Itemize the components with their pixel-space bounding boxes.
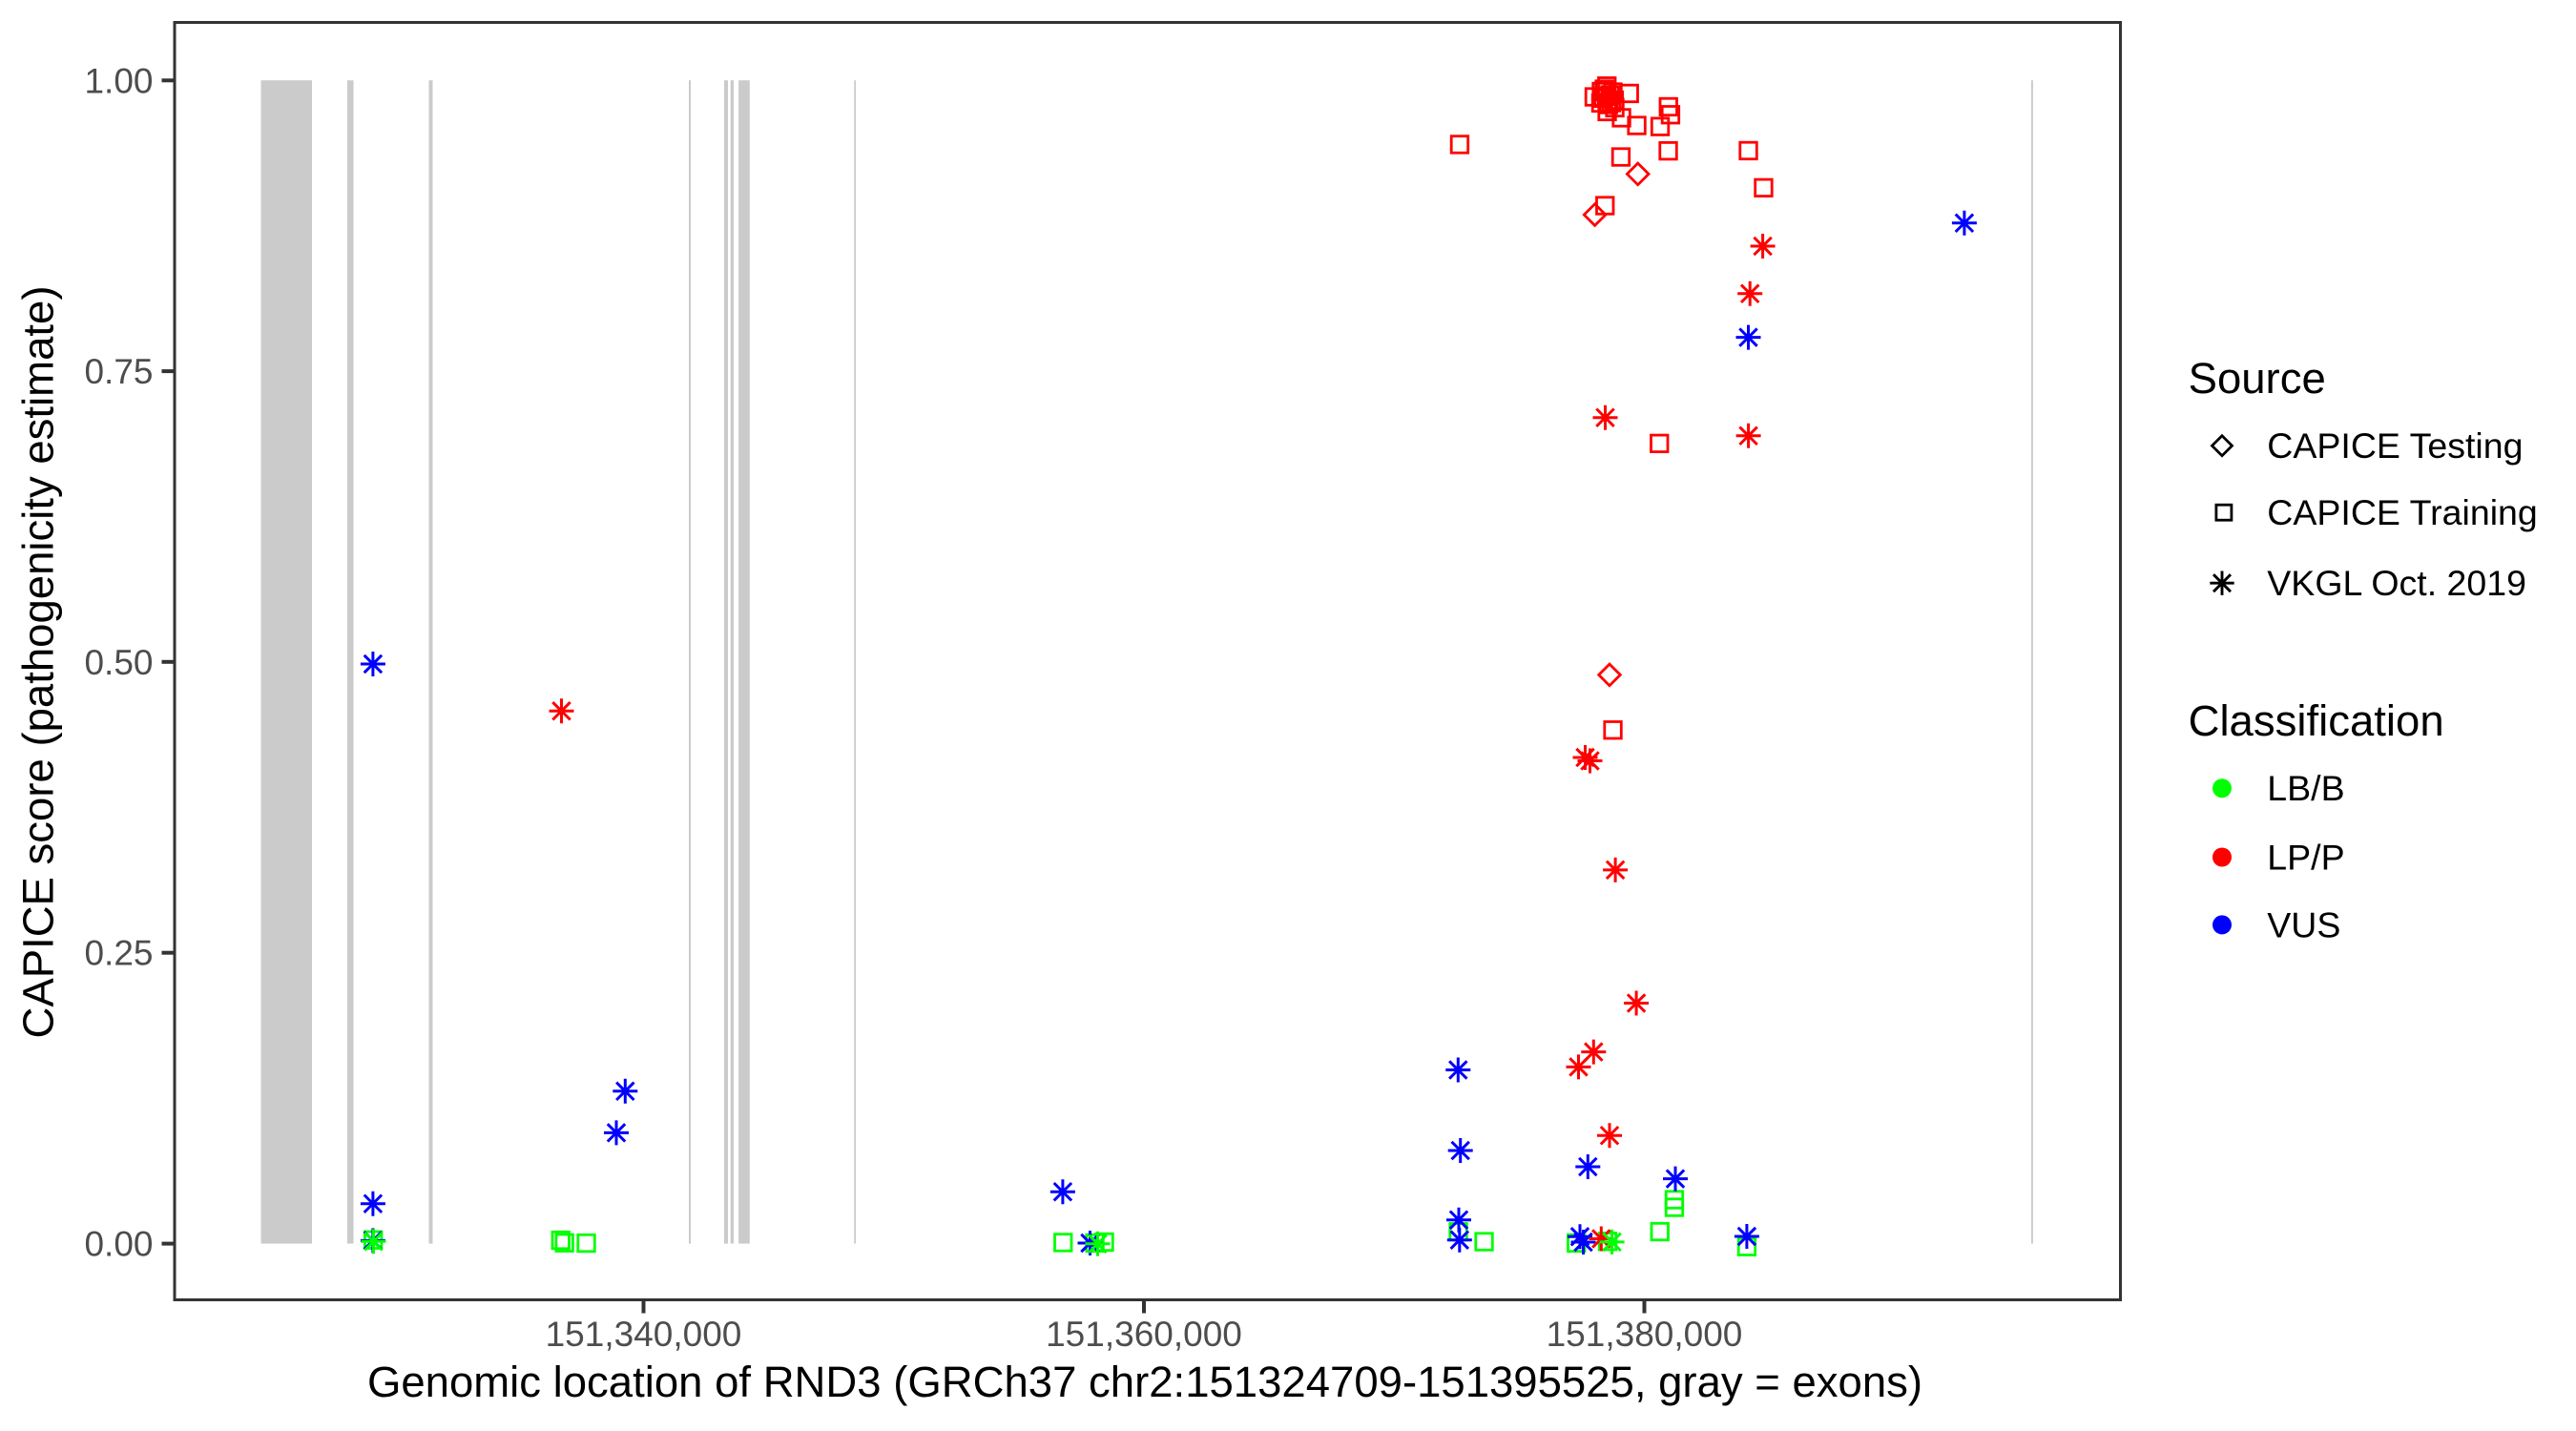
svg-text:0.50: 0.50 <box>84 643 153 682</box>
svg-text:Genomic location of RND3 (GRCh: Genomic location of RND3 (GRCh37 chr2:15… <box>367 1358 1922 1406</box>
svg-text:Source: Source <box>2189 354 2326 403</box>
svg-text:0.25: 0.25 <box>84 934 153 973</box>
svg-text:Classification: Classification <box>2189 696 2444 745</box>
svg-text:LB/B: LB/B <box>2267 768 2344 808</box>
svg-text:VKGL Oct. 2019: VKGL Oct. 2019 <box>2267 563 2526 603</box>
svg-text:151,380,000: 151,380,000 <box>1547 1315 1743 1354</box>
svg-text:CAPICE score (pathogenicity es: CAPICE score (pathogenicity estimate) <box>14 286 63 1039</box>
svg-text:0.00: 0.00 <box>84 1225 153 1264</box>
svg-text:CAPICE Training: CAPICE Training <box>2267 492 2537 532</box>
svg-text:CAPICE Testing: CAPICE Testing <box>2267 425 2523 466</box>
svg-text:0.75: 0.75 <box>84 352 153 391</box>
svg-text:151,340,000: 151,340,000 <box>546 1315 742 1354</box>
svg-text:VUS: VUS <box>2267 904 2340 944</box>
svg-text:LP/P: LP/P <box>2267 838 2344 878</box>
svg-text:1.00: 1.00 <box>84 61 153 100</box>
svg-text:151,360,000: 151,360,000 <box>1046 1315 1242 1354</box>
